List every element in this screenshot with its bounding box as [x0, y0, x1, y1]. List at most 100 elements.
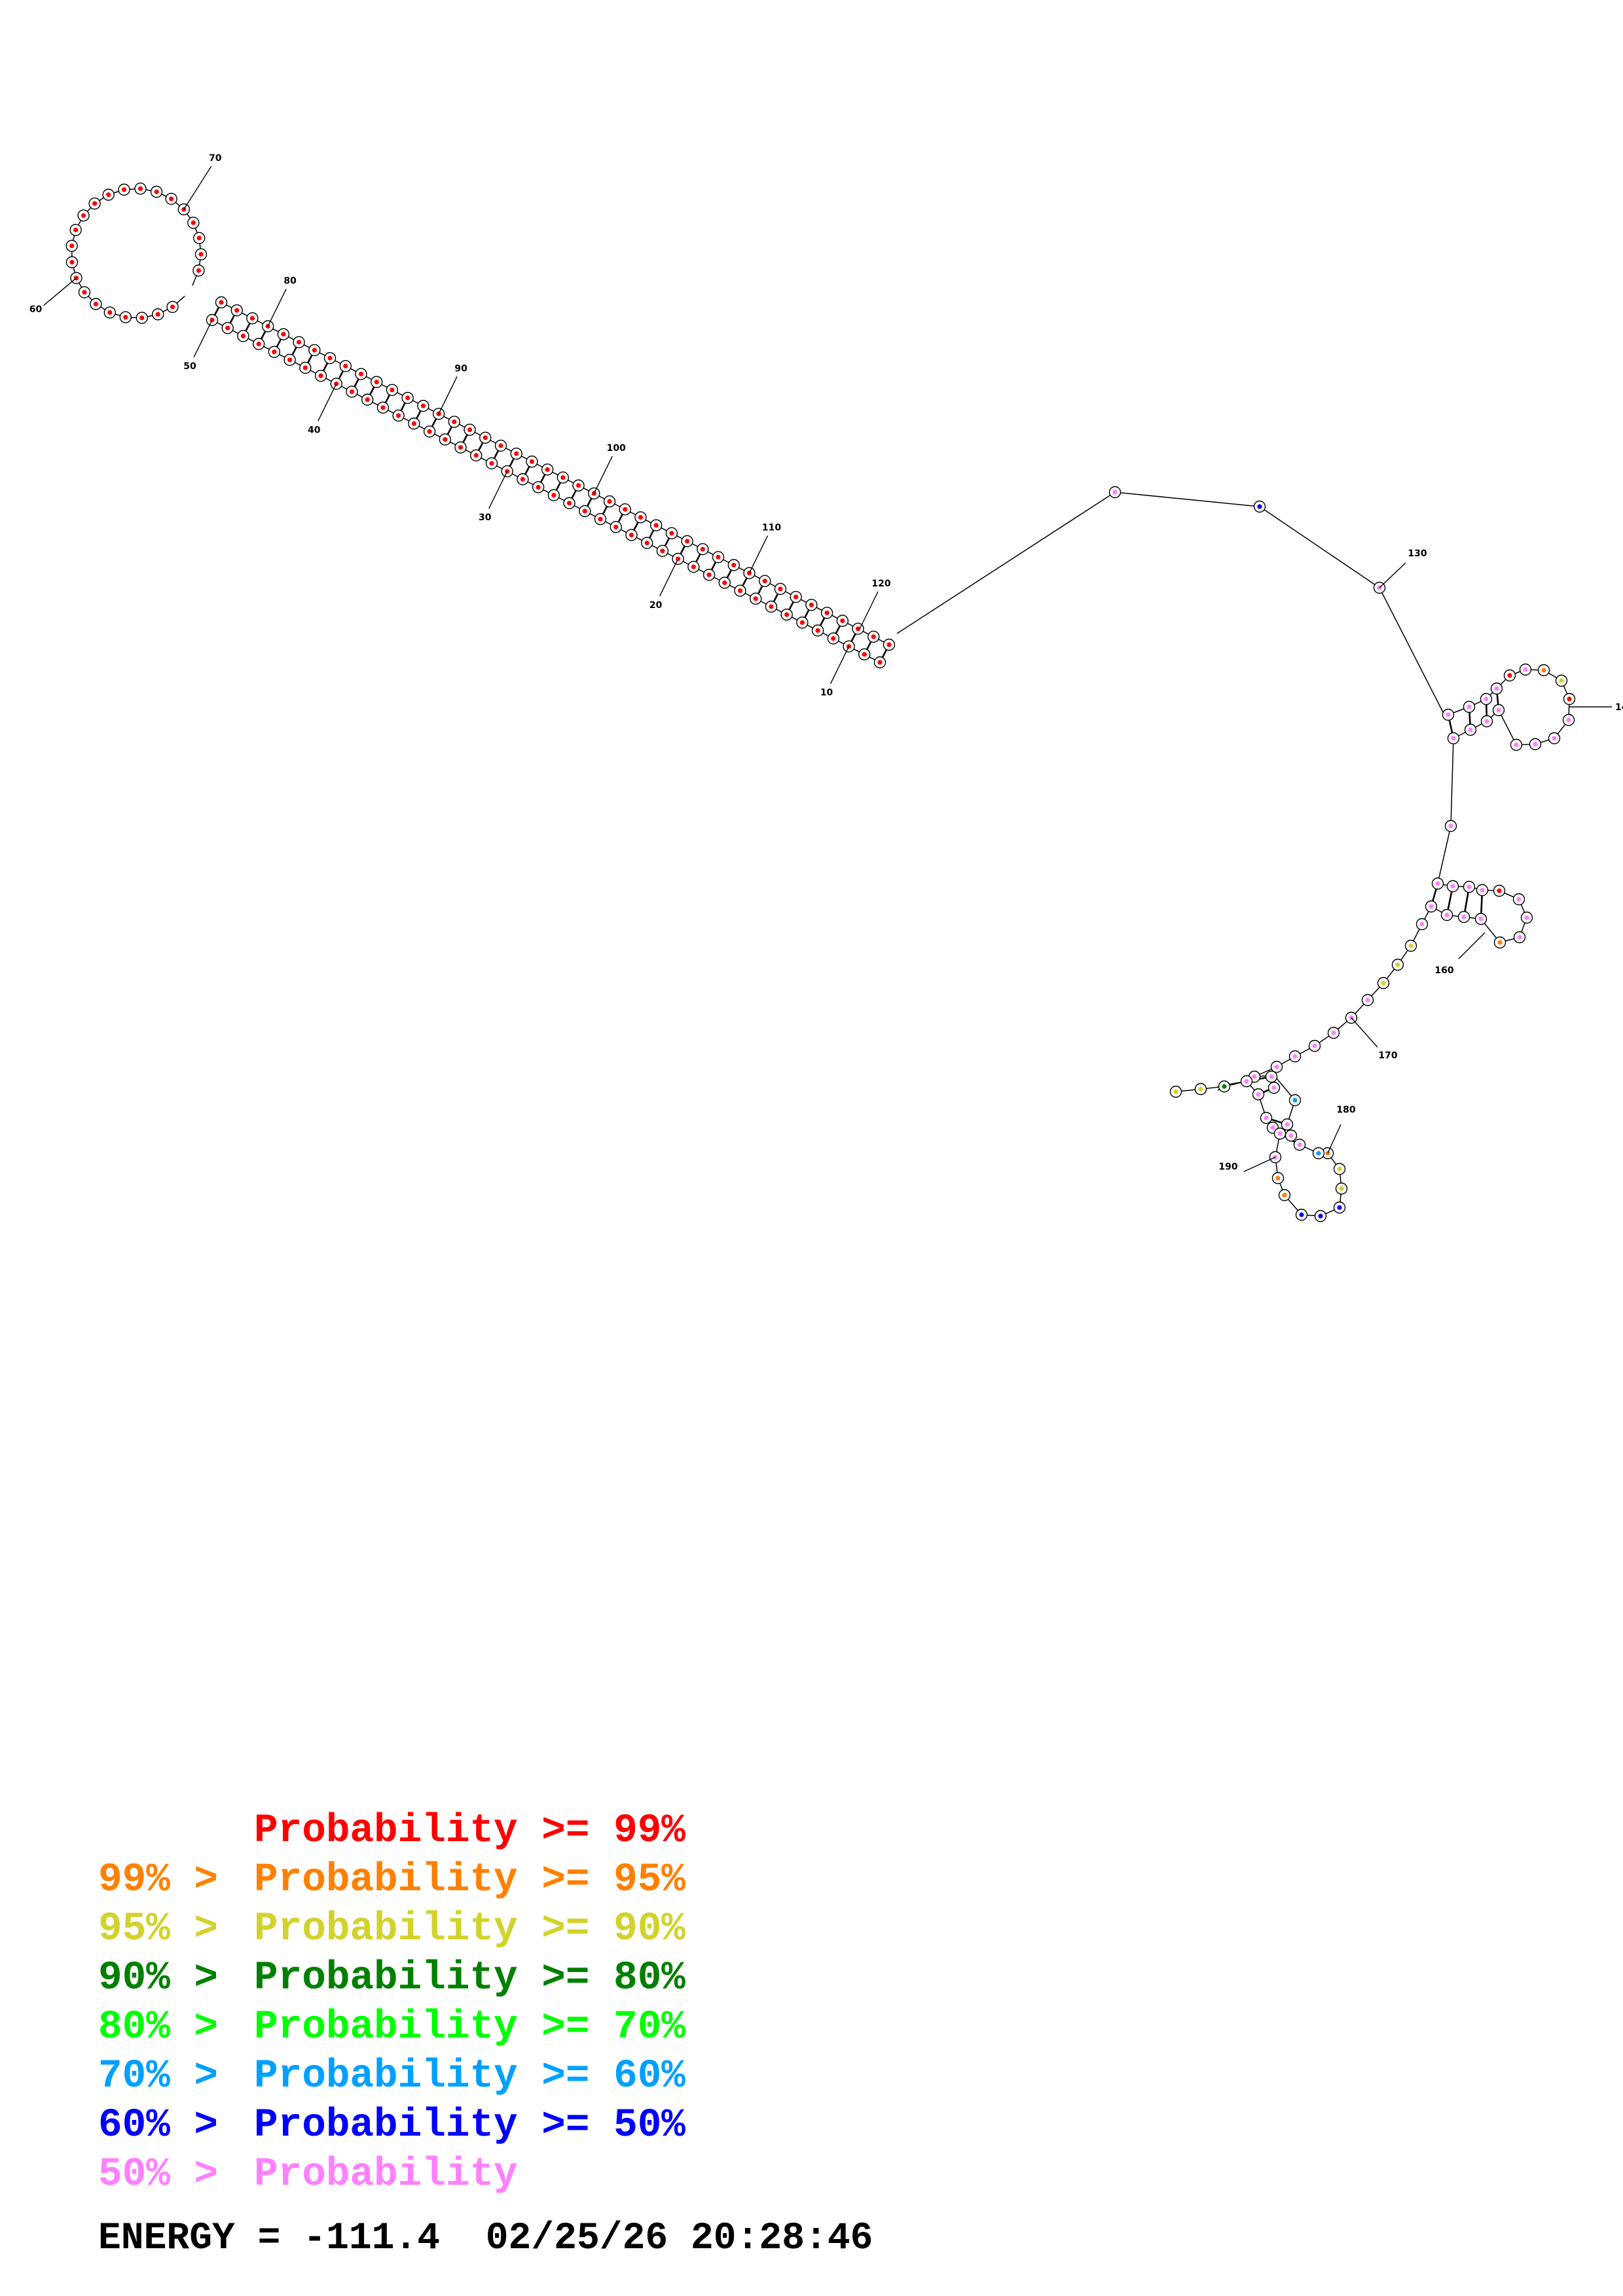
legend-prefix: 95% > — [98, 1907, 219, 1952]
nucleotide-mark — [1365, 997, 1370, 1003]
nucleotide-mark — [327, 355, 333, 361]
nucleotide-mark — [1497, 888, 1502, 893]
position-tick — [318, 383, 337, 422]
nucleotide-mark — [691, 564, 696, 569]
nucleotide-mark — [121, 187, 127, 192]
legend-label: Probability >= 50% — [254, 2103, 685, 2148]
legend-row: Probability >= 99% — [98, 1806, 1146, 1856]
nucleotide-mark — [598, 516, 603, 522]
base-pair-bonds — [211, 302, 1500, 1146]
nucleotide-mark — [380, 405, 386, 410]
position-tick — [1243, 1157, 1276, 1172]
nucleotide-mark — [716, 554, 721, 560]
linker2-line — [1437, 738, 1454, 884]
nucleotide-mark — [737, 588, 743, 594]
nucleotide-mark — [483, 435, 488, 440]
nucleotide-mark — [1285, 1122, 1290, 1127]
position-tick — [267, 289, 287, 327]
nucleotide-mark — [155, 312, 160, 317]
nucleotide-mark — [1497, 940, 1503, 945]
nucleotide-mark — [365, 397, 370, 403]
nucleotide-mark — [93, 301, 98, 307]
nucleotide-mark — [685, 539, 690, 544]
stem-strand-upper — [221, 302, 890, 645]
position-tick — [1379, 562, 1406, 588]
nucleotide-mark — [1523, 667, 1528, 672]
nucleotide-mark — [1484, 719, 1489, 724]
nucleotide-mark — [390, 387, 395, 393]
nucleotide-mark — [1222, 1084, 1227, 1089]
nucleotide-mark — [575, 483, 581, 488]
nucleotide-mark — [1494, 686, 1499, 691]
nucleotide-mark — [1269, 1074, 1274, 1079]
nucleotide-mark — [1292, 1054, 1298, 1059]
position-tick — [830, 646, 850, 684]
nucleotide-mark — [551, 492, 556, 498]
hairpin3-strand-b — [1431, 906, 1482, 920]
nucleotide-mark — [706, 572, 712, 577]
nucleotide-mark — [139, 315, 145, 321]
nucleotide-mark — [1381, 980, 1386, 986]
nucleotide-mark — [809, 602, 814, 607]
nucleotide-mark — [1312, 1043, 1317, 1049]
probability-legend: Probability >= 99% 99% > Probability >= 95… — [98, 1806, 1146, 2199]
nucleotide-mark — [249, 315, 255, 321]
nucleotide-mark — [722, 580, 727, 585]
nucleotide-mark — [1270, 1125, 1275, 1130]
nucleotide-mark — [343, 363, 348, 368]
nucleotide-mark — [137, 186, 143, 191]
nucleotide-mark — [420, 403, 426, 408]
nucleotide-mark — [629, 532, 634, 537]
nucleotide-mark — [778, 586, 783, 592]
position-tick — [659, 558, 679, 597]
legend-label: Probability >= 60% — [254, 2054, 685, 2099]
nucleotide-mark — [1297, 1142, 1302, 1147]
nucleotide-mark — [1507, 673, 1512, 678]
hairpin2-strand-b — [1453, 709, 1499, 739]
nucleotide-mark — [505, 469, 510, 474]
nucleotide-mark — [613, 524, 619, 529]
nucleotide-mark — [1395, 962, 1400, 967]
position-label: 20 — [649, 600, 663, 611]
nucleotide-mark — [498, 443, 503, 448]
nucleotide-mark — [1496, 708, 1501, 713]
nucleotide-mark — [1271, 1085, 1277, 1090]
nucleotide-mark — [106, 192, 111, 198]
position-label: 30 — [479, 512, 492, 523]
nucleotide-mark — [1533, 742, 1538, 747]
nucleotide-mark — [123, 315, 128, 320]
nucleotide-mark — [799, 620, 805, 625]
nucleotide-mark — [191, 220, 196, 225]
nucleotide-mark — [1339, 1186, 1344, 1191]
nucleotide-mark — [731, 562, 737, 567]
nucleotide-mark — [855, 626, 861, 632]
nucleotide-mark — [660, 548, 665, 554]
nucleotide-mark — [81, 213, 86, 218]
position-label: 180 — [1336, 1105, 1355, 1115]
nucleotide-mark — [1467, 884, 1472, 889]
legend-prefix: 90% > — [98, 1956, 219, 2001]
nucleotide-mark — [374, 380, 379, 385]
nucleotide-mark — [877, 660, 883, 665]
nucleotide-mark — [1419, 922, 1425, 927]
position-label: 110 — [762, 523, 781, 533]
legend-label: Probability >= 80% — [254, 1956, 685, 2001]
hairpin2-strand-a — [1448, 688, 1497, 715]
nucleotide-mark — [862, 652, 867, 657]
nucleotide-mark — [753, 596, 758, 601]
nucleotide-mark — [1517, 935, 1522, 940]
nucleotide-mark — [1257, 504, 1262, 509]
nucleotide-mark — [256, 341, 261, 347]
position-tick — [193, 319, 213, 358]
nucleotide-mark — [411, 421, 416, 426]
nucleotide-mark — [1461, 914, 1467, 920]
position-tick — [438, 376, 458, 414]
stem-strand-lower — [211, 319, 881, 663]
nucleotide-mark — [644, 540, 649, 546]
nucleotide-mark — [1264, 1115, 1269, 1121]
nucleotide-mark — [840, 618, 845, 624]
nucleotide-mark — [240, 333, 246, 338]
nucleotide-mark — [467, 427, 473, 433]
nucleotide-mark — [638, 514, 644, 520]
nucleotide-mark — [653, 522, 659, 528]
